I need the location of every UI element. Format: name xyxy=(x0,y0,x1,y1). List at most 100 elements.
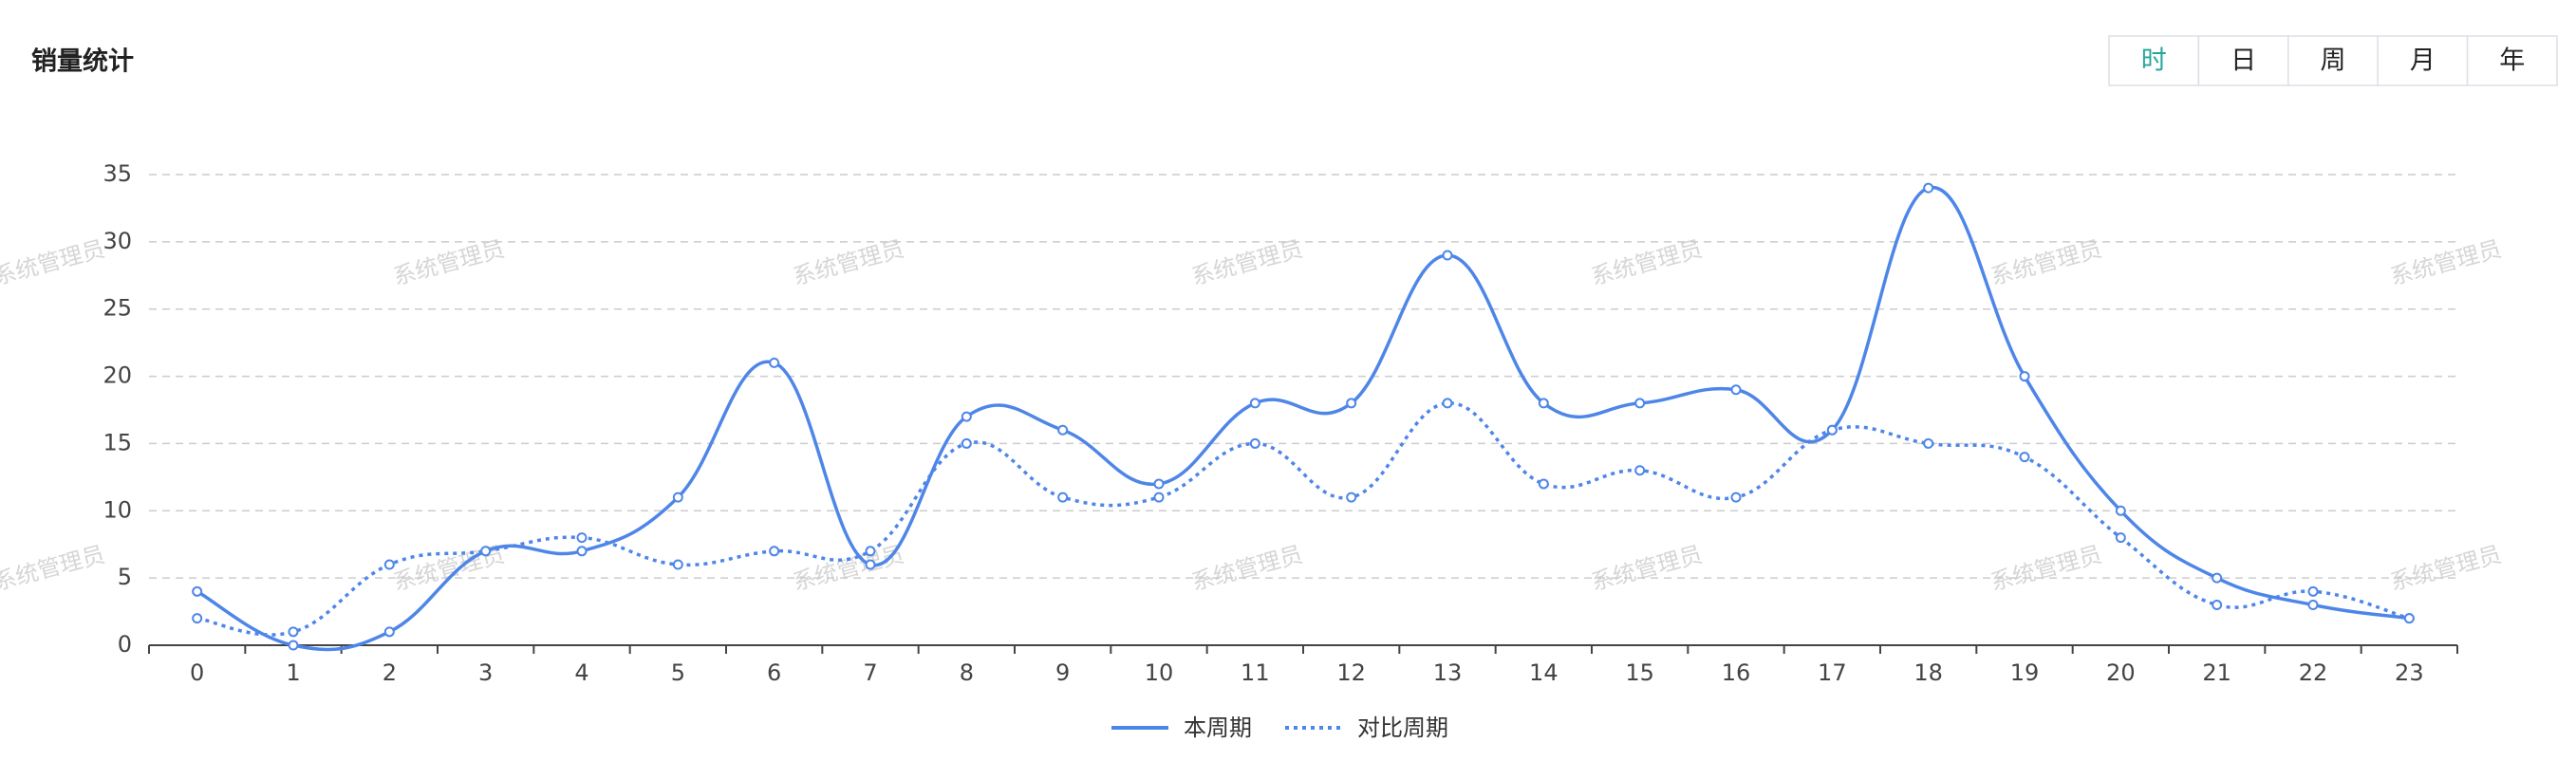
y-tick-label: 5 xyxy=(118,564,132,590)
button-box xyxy=(2466,35,2558,86)
x-tick-label: 8 xyxy=(960,659,974,686)
x-tick-label: 1 xyxy=(286,659,300,686)
data-point xyxy=(2212,572,2223,584)
data-point xyxy=(576,532,588,544)
data-point xyxy=(1442,398,1453,409)
data-point xyxy=(1538,398,1549,409)
data-point xyxy=(1826,424,1838,436)
data-point xyxy=(2307,599,2319,610)
watermark: 系统管理员 xyxy=(790,541,906,596)
data-point xyxy=(865,559,876,570)
button-label: 日 xyxy=(2231,46,2256,76)
button-box xyxy=(2287,35,2379,86)
watermark: 系统管理员 xyxy=(0,235,107,290)
data-point xyxy=(1634,398,1646,409)
period-button[interactable]: 周 xyxy=(2287,35,2379,86)
x-tick-label: 2 xyxy=(383,659,397,686)
x-tick-label: 17 xyxy=(1818,659,1847,686)
data-point xyxy=(1346,492,1357,503)
x-tick-label: 16 xyxy=(1722,659,1751,686)
legend-item[interactable]: 对比周期 xyxy=(1285,715,1448,741)
data-point xyxy=(1249,437,1260,449)
data-point xyxy=(2212,599,2223,610)
data-point xyxy=(383,559,395,570)
y-tick-label: 20 xyxy=(103,362,132,389)
watermark: 系统管理员 xyxy=(1188,235,1305,290)
watermark: 系统管理员 xyxy=(390,235,507,290)
data-point xyxy=(576,546,588,557)
watermark: 系统管理员 xyxy=(0,541,107,596)
button-label: 月 xyxy=(2410,46,2436,76)
data-point xyxy=(1730,492,1742,503)
x-tick-label: 7 xyxy=(863,659,877,686)
x-tick-label: 18 xyxy=(1913,659,1943,686)
data-point xyxy=(1634,465,1646,476)
x-tick-label: 20 xyxy=(2106,659,2136,686)
legend-label: 对比周期 xyxy=(1357,715,1448,741)
legend-label: 本周期 xyxy=(1184,715,1252,741)
data-point xyxy=(1442,250,1453,261)
series-line xyxy=(196,401,2410,637)
data-point xyxy=(383,626,395,638)
data-point xyxy=(1153,478,1165,490)
data-point xyxy=(961,411,972,422)
button-label: 时 xyxy=(2141,46,2167,76)
x-tick-label: 3 xyxy=(478,659,493,686)
data-point xyxy=(1923,182,1934,194)
data-point xyxy=(1057,424,1069,436)
watermark: 系统管理员 xyxy=(1988,235,2104,290)
data-point xyxy=(2019,371,2030,382)
x-tick-label: 13 xyxy=(1433,659,1463,686)
x-tick-label: 9 xyxy=(1055,659,1070,686)
data-point xyxy=(769,357,780,368)
x-tick-label: 22 xyxy=(2299,659,2328,686)
button-label: 年 xyxy=(2499,46,2525,76)
data-point xyxy=(961,437,972,449)
data-point xyxy=(2019,452,2030,463)
watermark: 系统管理员 xyxy=(1188,541,1305,596)
series-line xyxy=(196,185,2410,652)
watermark: 系统管理员 xyxy=(1588,541,1705,596)
chart-title: 销量统计 xyxy=(31,46,134,77)
period-button[interactable]: 日 xyxy=(2197,35,2289,86)
data-point xyxy=(769,546,780,557)
data-point xyxy=(1153,492,1165,503)
y-tick-label: 35 xyxy=(103,160,132,187)
x-tick-label: 15 xyxy=(1625,659,1654,686)
button-box xyxy=(2108,35,2200,86)
button-label: 周 xyxy=(2321,46,2346,76)
y-tick-label: 25 xyxy=(103,295,132,322)
data-point xyxy=(672,559,683,570)
x-tick-label: 0 xyxy=(190,659,204,686)
x-tick-label: 10 xyxy=(1145,659,1174,686)
x-tick-label: 14 xyxy=(1529,659,1559,686)
watermark: 系统管理员 xyxy=(790,235,906,290)
period-button[interactable]: 月 xyxy=(2377,35,2469,86)
x-tick-label: 21 xyxy=(2202,659,2231,686)
button-box xyxy=(2377,35,2469,86)
x-tick-label: 5 xyxy=(671,659,685,686)
data-point xyxy=(288,640,299,651)
period-button[interactable]: 时 xyxy=(2108,35,2200,86)
data-point xyxy=(2307,585,2319,597)
data-point xyxy=(192,613,203,624)
data-point xyxy=(1538,478,1549,490)
data-point xyxy=(2115,505,2126,516)
watermarks: 系统管理员 系统管理员 系统管理员 系统管理员 系统管理员 系统管理员 系统管理员系统管理员… xyxy=(0,235,2504,596)
data-point xyxy=(2403,613,2415,624)
watermark: 系统管理员 xyxy=(2387,235,2504,290)
x-tick-label: 12 xyxy=(1336,659,1366,686)
y-tick-label: 30 xyxy=(103,228,132,254)
period-button[interactable]: 年 xyxy=(2466,35,2558,86)
legend-item[interactable]: 本周期 xyxy=(1111,715,1252,741)
data-point xyxy=(1346,398,1357,409)
data-point xyxy=(1730,384,1742,396)
watermark: 系统管理员 xyxy=(1588,235,1705,290)
data-point xyxy=(480,546,492,557)
data-point xyxy=(2115,532,2126,544)
watermark: 系统管理员 xyxy=(1988,541,2104,596)
button-box xyxy=(2197,35,2289,86)
data-point xyxy=(672,492,683,503)
